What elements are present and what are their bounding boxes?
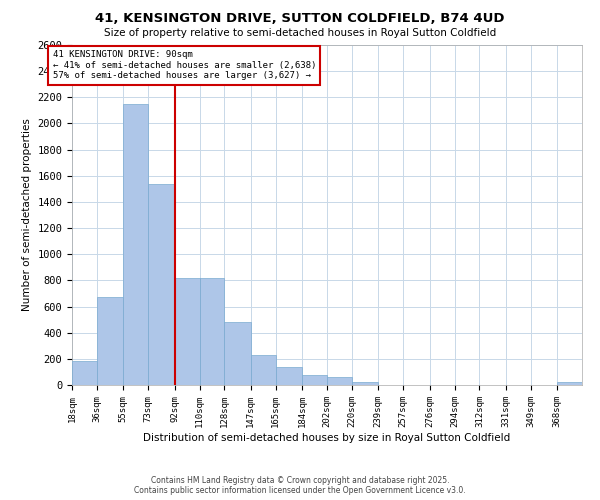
Bar xyxy=(302,374,327,385)
Bar xyxy=(97,298,123,385)
Bar xyxy=(224,322,251,385)
Bar xyxy=(123,104,148,385)
Bar xyxy=(200,278,224,385)
Bar xyxy=(352,382,378,385)
Bar xyxy=(251,355,276,385)
Text: Size of property relative to semi-detached houses in Royal Sutton Coldfield: Size of property relative to semi-detach… xyxy=(104,28,496,38)
Bar xyxy=(72,362,97,385)
Bar xyxy=(148,184,175,385)
Bar xyxy=(175,278,199,385)
Text: 41, KENSINGTON DRIVE, SUTTON COLDFIELD, B74 4UD: 41, KENSINGTON DRIVE, SUTTON COLDFIELD, … xyxy=(95,12,505,26)
Bar xyxy=(276,366,302,385)
Bar xyxy=(557,382,582,385)
Bar xyxy=(327,377,352,385)
X-axis label: Distribution of semi-detached houses by size in Royal Sutton Coldfield: Distribution of semi-detached houses by … xyxy=(143,432,511,442)
Text: Contains HM Land Registry data © Crown copyright and database right 2025.
Contai: Contains HM Land Registry data © Crown c… xyxy=(134,476,466,495)
Y-axis label: Number of semi-detached properties: Number of semi-detached properties xyxy=(22,118,32,312)
Text: 41 KENSINGTON DRIVE: 90sqm
← 41% of semi-detached houses are smaller (2,638)
57%: 41 KENSINGTON DRIVE: 90sqm ← 41% of semi… xyxy=(53,50,316,80)
